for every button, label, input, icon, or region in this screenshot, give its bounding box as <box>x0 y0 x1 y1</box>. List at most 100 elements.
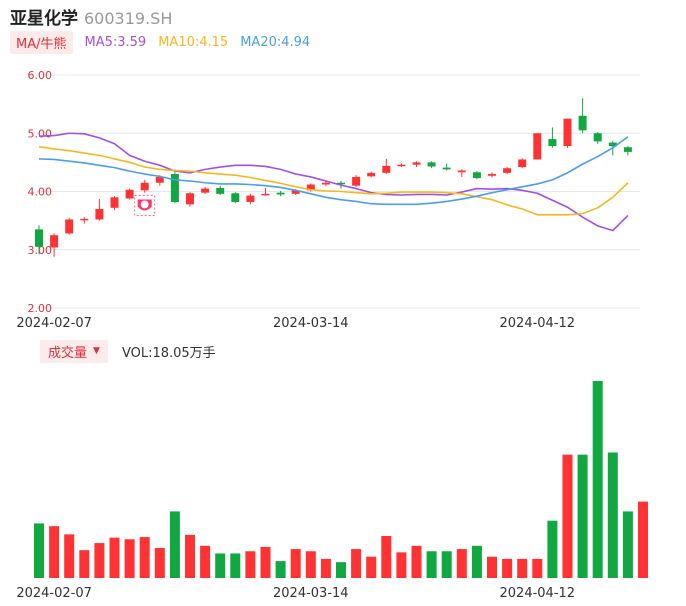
volume-bar <box>139 537 150 578</box>
x-tick-label: 2024-04-12 <box>500 316 576 331</box>
candle <box>593 132 602 144</box>
volume-bar <box>260 546 271 578</box>
volume-bar <box>215 553 226 578</box>
candle-body <box>518 159 527 168</box>
volume-bar <box>517 558 528 578</box>
volume-bar <box>456 549 467 578</box>
candle <box>170 169 179 204</box>
volume-bar <box>200 545 211 578</box>
candle <box>35 225 43 255</box>
volume-x-tick-label: 2024-02-07 <box>16 586 92 601</box>
candle-body <box>442 167 451 170</box>
volume-bar <box>607 452 618 578</box>
volume-bar <box>622 511 633 578</box>
candle <box>518 158 527 169</box>
candle-body <box>261 193 270 196</box>
candle <box>367 171 376 178</box>
ma20-label: MA20:4.94 <box>240 34 311 50</box>
candle <box>623 146 632 156</box>
volume-bar <box>275 561 286 578</box>
candle-body <box>533 133 542 160</box>
candle-body <box>291 190 300 194</box>
x-tick-label: 2024-02-07 <box>16 316 92 331</box>
candle <box>397 163 406 168</box>
bull-marker-frame <box>134 194 156 216</box>
volume-bar <box>230 553 241 578</box>
candle-body <box>35 229 43 247</box>
candle <box>276 190 285 197</box>
caret-down-icon: ▼ <box>93 346 100 356</box>
y-tick-label: 2.00 <box>28 302 53 315</box>
volume-bar <box>366 556 377 578</box>
y-tick-label: 4.00 <box>28 186 53 199</box>
volume-bar <box>336 562 346 578</box>
candle <box>140 179 149 193</box>
volume-bar <box>351 549 362 578</box>
bull-marker-dot <box>140 200 149 209</box>
candle <box>231 192 240 204</box>
candle-body <box>397 164 406 167</box>
volume-bar <box>34 523 44 578</box>
candle-body <box>155 176 164 183</box>
candle-body <box>367 172 376 177</box>
ma10-label: MA10:4.15 <box>158 34 229 50</box>
candle-body <box>170 174 179 202</box>
candle <box>50 233 59 257</box>
volume-x-tick-label: 2024-04-12 <box>500 586 576 601</box>
volume-bar <box>79 550 90 578</box>
volume-bar <box>487 556 497 578</box>
candle <box>201 186 210 194</box>
candle <box>246 193 255 205</box>
candle <box>533 133 542 160</box>
candle <box>110 196 119 211</box>
candle-body <box>321 182 330 185</box>
candle <box>472 171 481 180</box>
ma-bull-bear-selector[interactable]: MA/牛熊 <box>10 30 73 54</box>
candle <box>186 192 194 207</box>
ma20-line <box>38 136 629 206</box>
candle-body <box>412 162 421 165</box>
volume-bar <box>124 539 135 578</box>
candle-body <box>608 142 617 147</box>
candle-body <box>472 172 481 179</box>
volume-indicator-label: 成交量 <box>48 345 88 361</box>
candle <box>95 199 104 221</box>
stock-header: 亚星化学 600319.SH <box>10 4 173 29</box>
candle <box>382 158 391 175</box>
candle <box>352 175 361 187</box>
candle-body <box>110 197 119 208</box>
volume-value: VOL:18.05万手 <box>121 345 216 361</box>
volume-bar <box>532 558 543 578</box>
candle-body <box>578 115 587 131</box>
candle-body <box>231 193 240 202</box>
volume-bar <box>109 537 120 578</box>
volume-bar <box>577 454 588 578</box>
candle-body <box>337 182 345 185</box>
volume-bar <box>592 381 603 578</box>
y-tick-label: 3.00 <box>28 244 53 257</box>
stock-code: 600319.SH <box>84 9 173 28</box>
y-tick-label: 5.00 <box>28 127 53 140</box>
volume-bar <box>185 534 195 578</box>
candle <box>488 172 496 178</box>
volume-bar <box>638 501 648 578</box>
ma5-line <box>38 132 629 232</box>
candle-body <box>563 118 572 147</box>
candle-body <box>276 192 285 195</box>
candle <box>442 163 451 171</box>
candle-body <box>593 133 602 142</box>
candle <box>65 217 74 235</box>
volume-bar <box>64 534 75 578</box>
candle <box>125 188 134 200</box>
candle-body <box>246 195 255 202</box>
volume-bar <box>471 545 482 578</box>
volume-indicator-selector[interactable]: 成交量 ▼ <box>40 339 108 363</box>
candle-body <box>216 188 225 194</box>
candle-body <box>186 193 194 205</box>
candle-body <box>427 162 436 167</box>
candle-body <box>548 139 557 147</box>
candle-body <box>140 182 149 191</box>
ma-legend: MA/牛熊 MA5:3.59 MA10:4.15 MA20:4.94 <box>10 30 310 54</box>
